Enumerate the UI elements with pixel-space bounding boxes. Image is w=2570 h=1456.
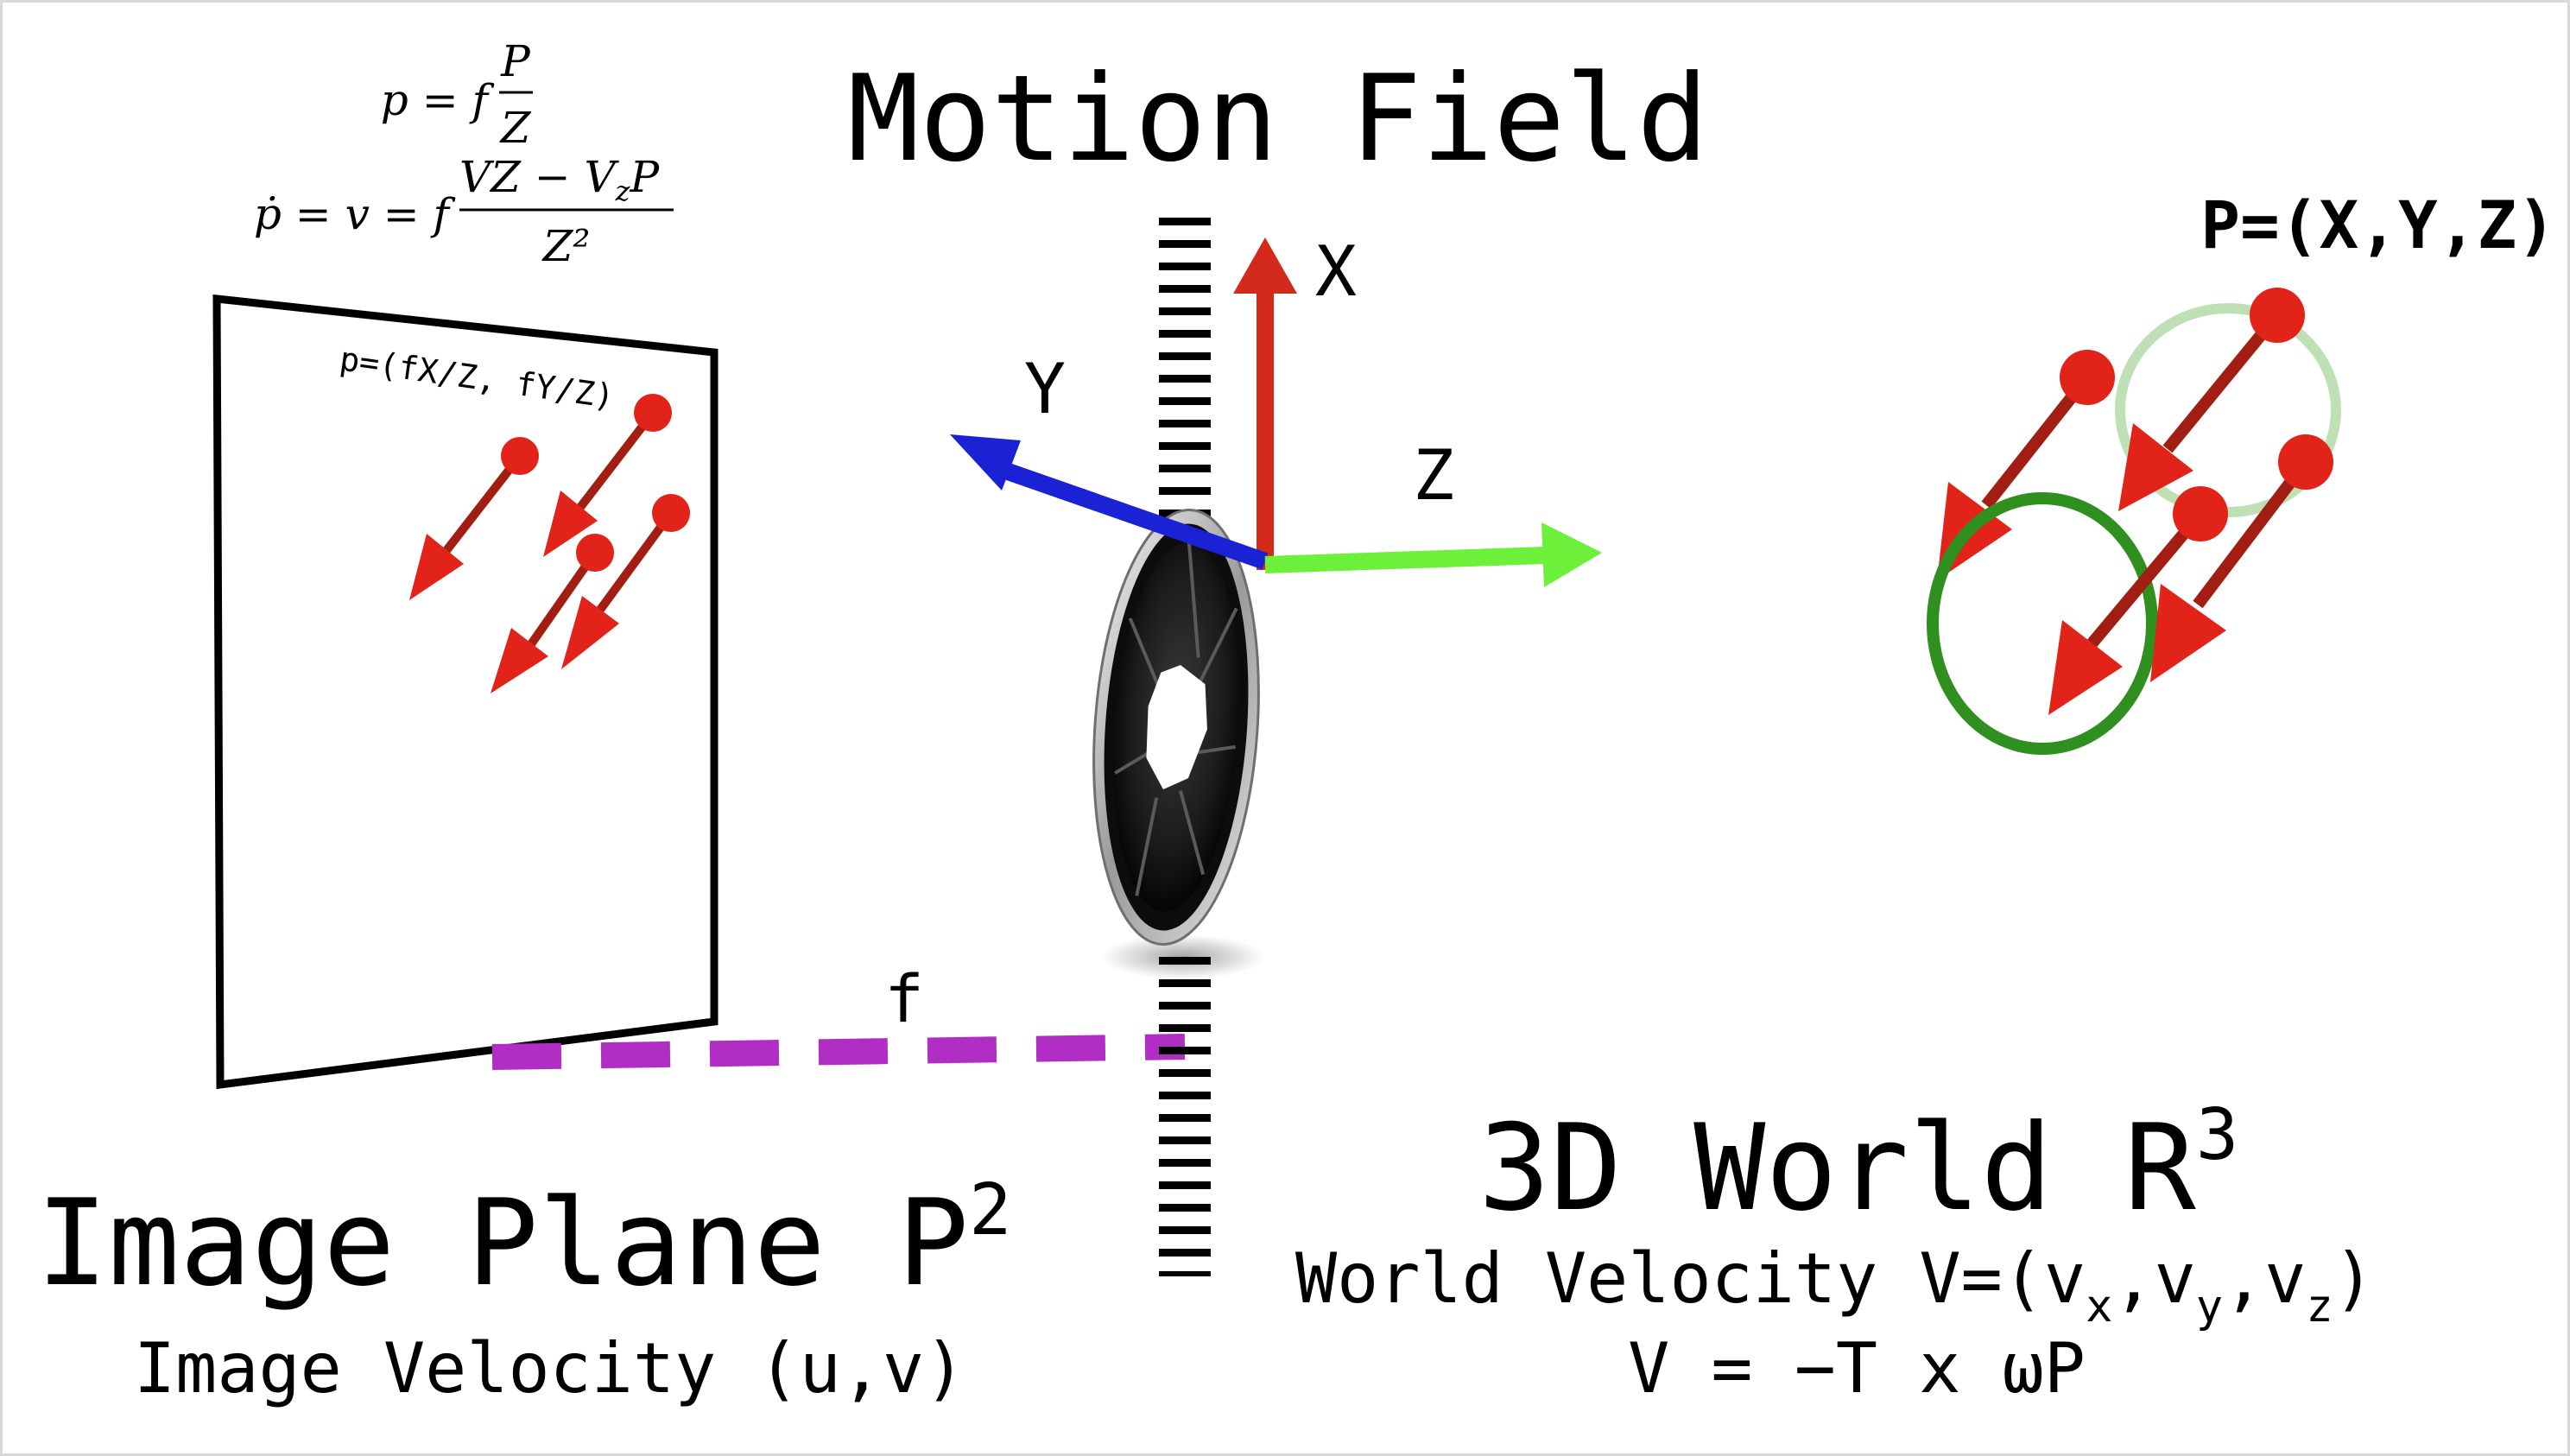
image-motion-vector [561,494,690,669]
focal-length-line [491,1034,1186,1070]
world-velocity-vz-sub: z [2306,1281,2333,1333]
image-plane [212,294,718,1090]
image-motion-vector [409,437,539,600]
axis-x-label: X [1315,231,1357,312]
world-velocity-vx-sub: x [2086,1281,2112,1333]
image-velocity-label: Image Velocity (u,v) [134,1328,965,1409]
eq2-numerator: VZ − VzP [459,152,661,207]
image-plane-title-text: Image Plane P [36,1174,969,1313]
world-velocity-vy-sub: y [2196,1281,2223,1333]
image-plane-title-sup: 2 [969,1169,1011,1251]
eq2-lhs: ṗ = v = f [254,189,456,239]
world-motion-vector [2118,288,2305,511]
focal-length-label: f [884,960,924,1037]
world-point-label: P=(X,Y,Z) [2200,187,2556,263]
coordinate-axes [950,237,1602,587]
eq2-denominator: Z² [541,221,591,271]
axis-z-label: Z [1413,435,1454,516]
comma-2: ,v [2223,1238,2306,1319]
eq1-numerator: P [500,36,531,86]
image-point-label: p=(fX/Z, fY/Z) [338,339,617,415]
eq2-numerator-sub: z [615,174,631,207]
eq2-numerator-main: VZ − V [459,152,620,202]
projection-equation: p = f P Z [381,36,533,153]
eq1-lhs: p = f [381,75,495,125]
far-circle [2115,303,2341,517]
world-title: 3D World R3 [1478,1094,2238,1238]
image-plane-title: Image Plane P2 [36,1169,1011,1313]
world-motion-vector [2048,486,2228,715]
world-title-sup: 3 [2196,1094,2238,1176]
world-motion-vector [2150,434,2333,682]
near-circle [1927,492,2158,755]
world-title-text: 3D World R [1478,1098,2197,1238]
axis-y-arrowhead [950,434,1021,491]
world-velocity-prefix: World Velocity V=(v [1295,1238,2086,1319]
world-velocity-label: World Velocity V=(vx,vy,vz) [1295,1238,2375,1333]
eq1-denominator: Z [499,103,532,153]
world-velocity-close: ) [2333,1238,2375,1319]
axis-x-arrowhead [1233,237,1297,294]
axis-z-arrowhead [1541,522,1602,587]
slide-title: Motion Field [848,49,1709,188]
world-motion [1927,288,2341,755]
image-motion-vector [543,394,672,557]
comma-1: ,v [2112,1238,2195,1319]
camera-aperture-icon [1092,509,1265,979]
world-velocity-formula: V = −T x ωP [1628,1328,2086,1409]
image-motion-vector [491,534,614,693]
velocity-equation: ṗ = v = f VZ − VzP Z² [254,152,674,271]
image-motion-vectors [409,394,690,693]
eq2-numerator-tail: P [630,152,661,202]
axis-y-label: Y [1024,349,1066,429]
